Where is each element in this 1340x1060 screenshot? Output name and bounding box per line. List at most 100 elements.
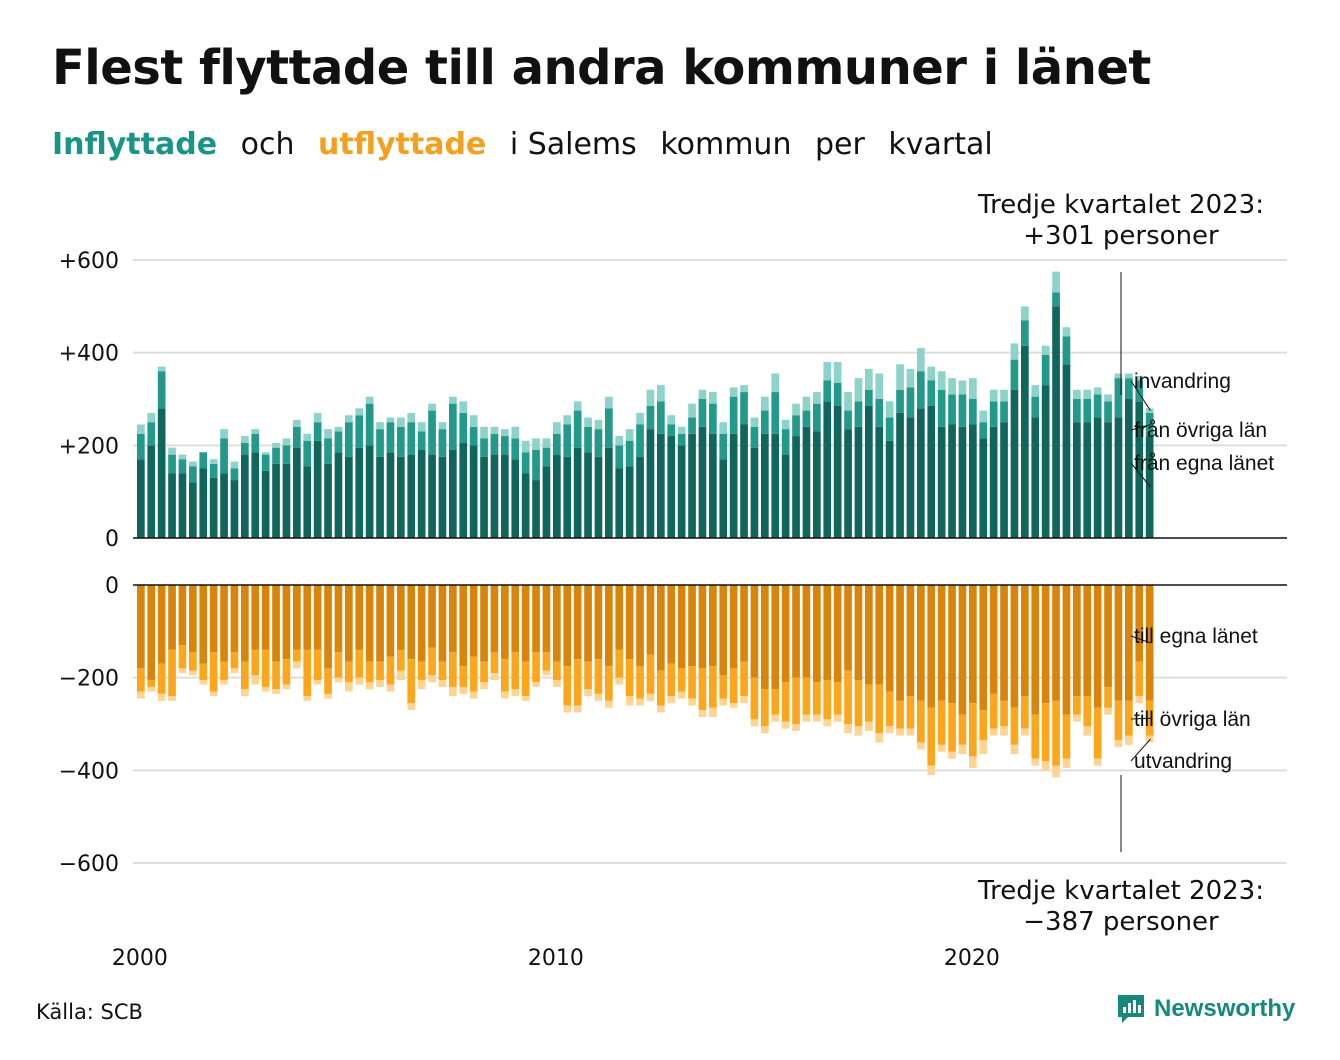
bar-out-0: [969, 585, 977, 704]
bar-out-0: [251, 585, 260, 650]
bar-in-1: [397, 426, 405, 457]
bar-out-1: [615, 649, 624, 678]
bar-out-2: [157, 693, 166, 701]
bar-out-0: [1031, 585, 1040, 715]
bar-in-1: [750, 426, 759, 448]
bar-out-2: [740, 696, 748, 704]
bar-out-1: [168, 649, 176, 697]
bar-in-0: [615, 468, 624, 538]
bar-in-1: [1125, 378, 1133, 400]
bar-in-2: [823, 361, 832, 381]
bar-out-0: [1083, 585, 1092, 697]
bar-out-1: [688, 666, 696, 699]
bar-out-2: [345, 682, 353, 692]
bar-out-2: [1062, 758, 1071, 769]
bar-out-1: [376, 661, 384, 680]
bar-in-0: [168, 473, 176, 538]
bar-in-1: [1073, 399, 1081, 423]
bar-out-0: [1135, 585, 1144, 662]
inflow-bars: [137, 271, 1154, 538]
bar-in-1: [511, 438, 520, 460]
bar-out-2: [854, 726, 863, 736]
bar-out-1: [781, 682, 790, 722]
bar-out-1: [761, 689, 769, 727]
bar-in-2: [750, 417, 759, 427]
bar-in-1: [282, 445, 291, 464]
bar-out-0: [833, 585, 842, 683]
bar-in-0: [220, 473, 228, 538]
bar-out-1: [844, 670, 852, 724]
bar-in-2: [927, 366, 936, 381]
bar-in-2: [844, 392, 852, 411]
bar-out-2: [646, 693, 655, 701]
y-tick-label: 0: [105, 574, 119, 599]
bar-out-2: [501, 691, 509, 699]
bar-in-0: [833, 405, 842, 538]
bar-in-1: [813, 403, 821, 432]
bar-out-0: [1021, 585, 1029, 697]
annotation-top-line2: +301 personer: [1023, 221, 1219, 251]
bar-in-2: [553, 422, 561, 434]
bar-out-1: [823, 679, 832, 720]
bar-out-0: [521, 585, 530, 662]
bar-in-0: [397, 456, 405, 538]
bar-in-2: [1052, 271, 1060, 293]
bar-out-1: [667, 663, 676, 697]
bar-out-2: [792, 723, 800, 731]
bar-out-0: [1114, 585, 1123, 701]
bar-in-1: [1093, 394, 1102, 418]
bar-in-0: [1145, 436, 1154, 538]
bar-out-1: [719, 675, 728, 699]
bar-out-1: [906, 696, 915, 729]
bar-in-1: [1041, 355, 1050, 386]
chart-subtitle: Inflyttade och utflyttade i Salems kommu…: [52, 127, 1007, 162]
bar-in-1: [386, 422, 395, 453]
bar-in-1: [917, 371, 925, 409]
bar-out-0: [511, 585, 520, 653]
bar-in-2: [272, 443, 280, 448]
bar-in-2: [937, 371, 946, 390]
bar-in-0: [501, 454, 509, 538]
bar-in-1: [147, 422, 156, 446]
bar-in-2: [428, 403, 436, 411]
bar-out-2: [407, 703, 416, 711]
bar-out-0: [532, 585, 540, 653]
bar-in-2: [1093, 387, 1102, 395]
bar-out-2: [969, 756, 977, 768]
bar-in-2: [563, 415, 572, 425]
bar-out-0: [573, 585, 582, 660]
brand-logo[interactable]: Newsworthy: [1116, 993, 1295, 1025]
bar-in-0: [709, 433, 717, 538]
bar-in-0: [293, 447, 301, 538]
bar-out-2: [1052, 765, 1060, 778]
bar-in-0: [137, 459, 145, 538]
bar-out-0: [813, 585, 821, 683]
bar-out-1: [261, 649, 270, 687]
bar-out-0: [438, 585, 447, 662]
bar-in-2: [365, 396, 374, 404]
bar-in-1: [657, 401, 665, 434]
bar-in-1: [1062, 336, 1071, 365]
bar-in-0: [719, 459, 728, 538]
bar-out-0: [501, 585, 509, 660]
series-label-out-1: till övriga län: [1134, 708, 1251, 731]
bar-in-2: [251, 429, 260, 434]
bar-out-2: [511, 689, 520, 697]
bar-in-0: [927, 405, 936, 538]
bar-out-2: [230, 668, 239, 674]
bar-in-2: [261, 452, 270, 455]
bar-out-1: [553, 661, 561, 680]
bar-out-1: [417, 661, 426, 680]
bar-in-2: [345, 415, 353, 423]
bar-in-0: [646, 429, 655, 538]
bar-out-0: [1000, 585, 1008, 701]
bar-out-1: [698, 668, 707, 711]
bar-in-1: [157, 371, 166, 409]
bar-in-2: [1083, 389, 1092, 400]
bar-in-0: [313, 440, 322, 538]
bar-out-0: [1125, 585, 1133, 701]
bar-in-2: [220, 429, 228, 439]
bar-out-0: [719, 585, 728, 676]
bar-out-1: [1093, 707, 1102, 759]
bar-out-0: [261, 585, 270, 650]
